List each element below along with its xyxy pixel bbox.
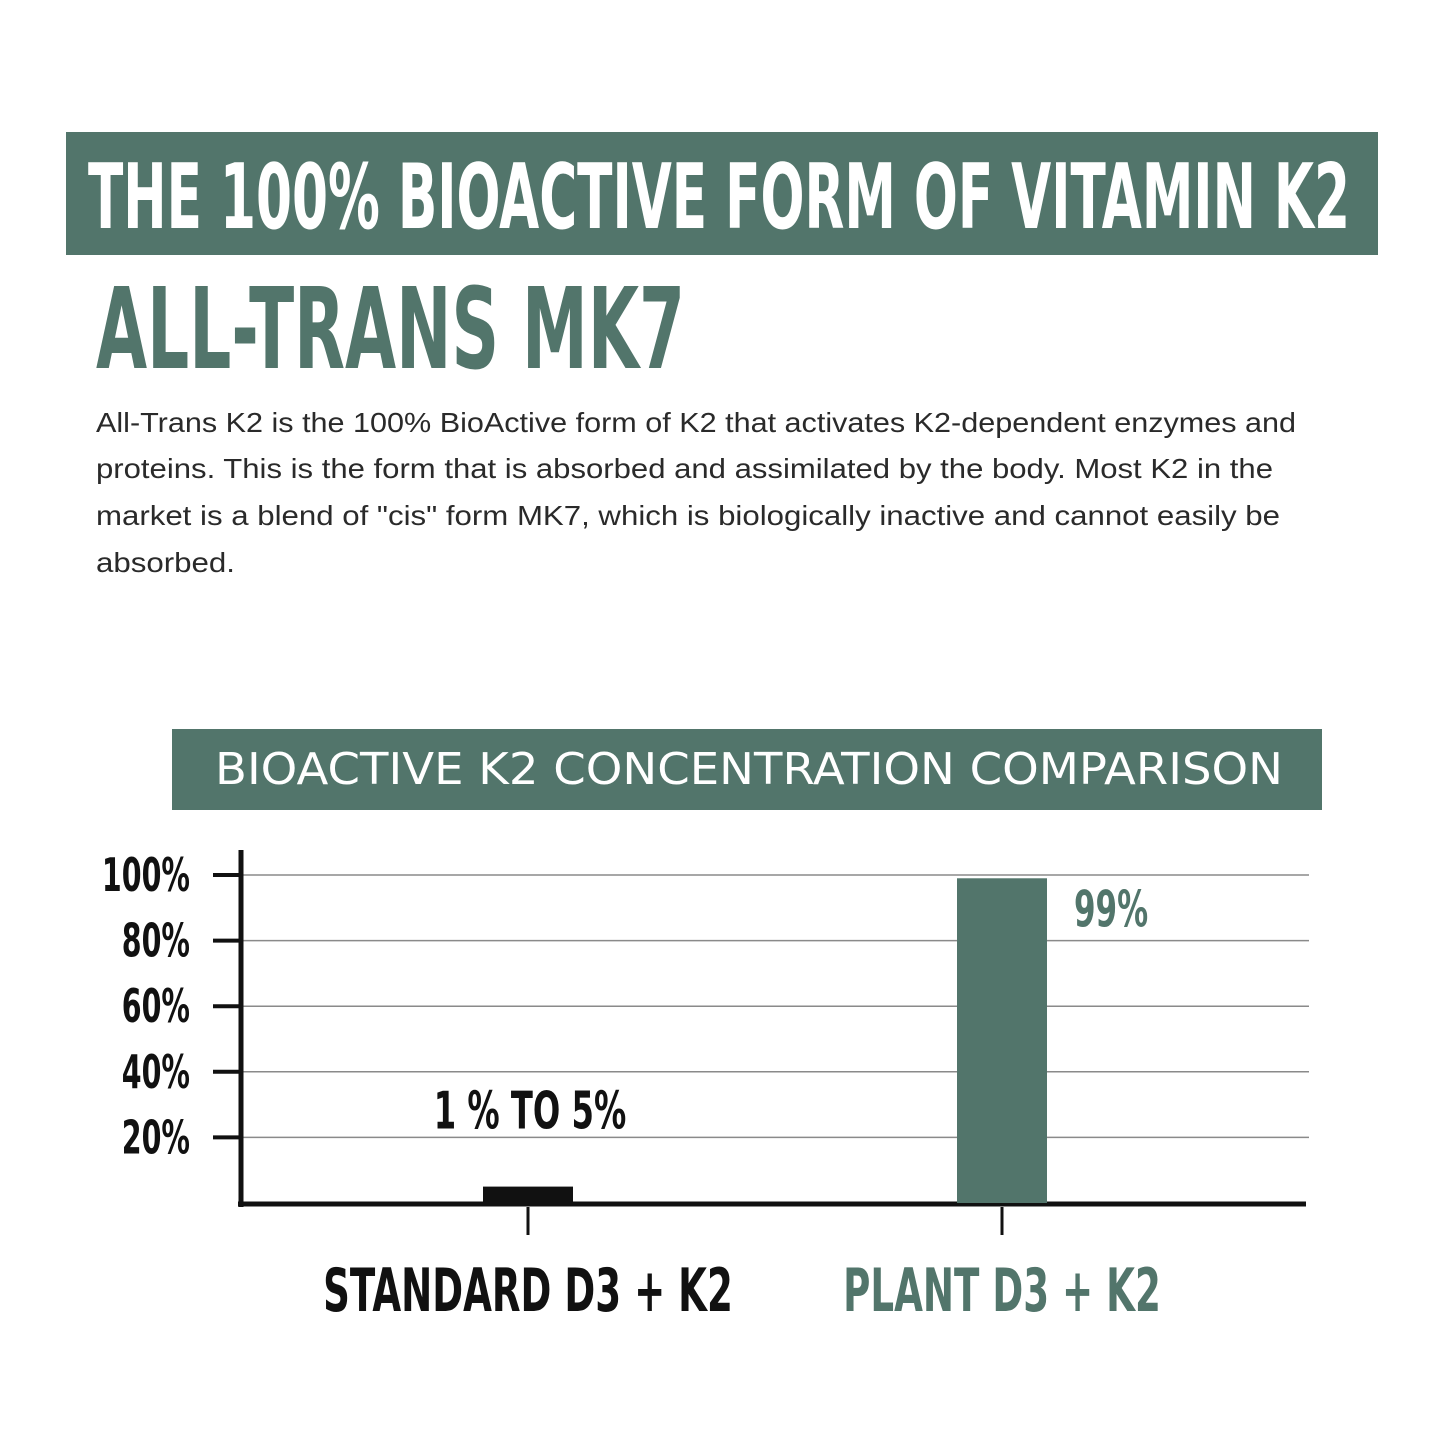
bar — [957, 878, 1047, 1203]
chart-banner — [172, 729, 1322, 810]
value-label: 99% — [1074, 879, 1148, 938]
banner — [66, 132, 1378, 255]
x-tick-label: PLANT D3 + K2 — [843, 1256, 1161, 1326]
paragraph-line: market is a blend of "cis" form MK7, whi… — [96, 500, 1280, 531]
value-label: 1 % TO 5% — [434, 1082, 626, 1142]
heading: ALL-TRANS MK7 — [96, 265, 685, 395]
bar — [483, 1186, 573, 1203]
y-tick-label: 100% — [102, 849, 190, 903]
paragraph-line: proteins. This is the form that is absor… — [96, 453, 1273, 484]
paragraph-line: All-Trans K2 is the 100% BioActive form … — [96, 407, 1296, 438]
y-tick-label: 40% — [122, 1046, 190, 1100]
y-tick-label: 20% — [122, 1111, 190, 1165]
chart-title: BIOACTIVE K2 CONCENTRATION COMPARISON — [215, 744, 1283, 795]
plot: 20% 40% 60% 80% 100% STANDARD D3 + K2 1 % TO 5… — [102, 849, 1309, 1325]
x-tick-label: STANDARD D3 + K2 — [323, 1256, 733, 1326]
paragraph-line: absorbed. — [96, 547, 235, 578]
y-tick-label: 60% — [122, 980, 190, 1034]
y-tick-label: 80% — [122, 915, 190, 969]
banner-text: THE 100% BIOACTIVE FORM OF VITAMIN K2 — [88, 145, 1350, 250]
